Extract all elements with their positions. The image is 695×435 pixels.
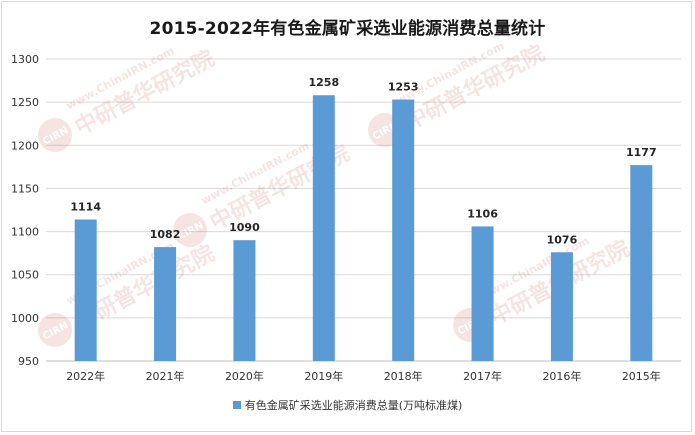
bar <box>471 226 494 361</box>
y-tick-label: 1150 <box>11 182 39 195</box>
legend: 有色金属矿采选业能源消费总量(万吨标准煤) <box>0 397 695 413</box>
x-tick-label: 2016年 <box>542 369 581 383</box>
y-tick-label: 1000 <box>11 312 39 325</box>
x-tick-label: 2022年 <box>66 369 105 383</box>
watermark-logo-circle <box>173 213 207 247</box>
data-label: 1082 <box>150 228 181 241</box>
bar <box>630 165 653 361</box>
data-label: 1258 <box>309 76 340 89</box>
x-tick-label: 2018年 <box>384 369 423 383</box>
y-tick-label: 1300 <box>11 53 39 66</box>
bar <box>154 247 177 361</box>
x-tick-label: 2019年 <box>304 369 343 383</box>
y-axis: 950 1000 1050 1100 1150 1200 1250 1300 <box>11 53 39 368</box>
y-tick-label: 1050 <box>11 269 39 282</box>
y-tick-label: 1250 <box>11 96 39 109</box>
data-label: 1177 <box>626 146 657 159</box>
bar <box>74 219 97 361</box>
watermark-logo-circle <box>38 313 72 347</box>
legend-swatch <box>232 401 241 409</box>
x-tick-label: 2017年 <box>463 369 502 383</box>
watermark-logo-circle <box>38 118 72 152</box>
y-tick-label: 1100 <box>11 226 39 239</box>
y-tick-label: 1200 <box>11 139 39 152</box>
x-tick-label: 2021年 <box>146 369 185 383</box>
x-tick-label: 2020年 <box>225 369 264 383</box>
legend-label: 有色金属矿采选业能源消费总量(万吨标准煤) <box>244 399 463 412</box>
gridlines <box>46 58 681 362</box>
x-axis: 2022年 2021年 2020年 2019年 2018年 2017年 2016年 2015年 <box>66 369 661 383</box>
data-labels: 1114 1082 1090 1258 1253 1106 1076 1177 <box>70 76 656 246</box>
bar <box>312 95 335 362</box>
data-label: 1090 <box>229 221 260 234</box>
bar <box>550 252 573 361</box>
data-label: 1253 <box>388 81 419 94</box>
y-tick-label: 950 <box>18 355 39 368</box>
data-label: 1076 <box>547 233 578 246</box>
bar <box>233 240 256 361</box>
x-tick-label: 2015年 <box>622 369 661 383</box>
bar <box>392 99 415 361</box>
data-label: 1114 <box>70 200 101 213</box>
chart-title: 2015-2022年有色金属矿采选业能源消费总量统计 <box>149 19 546 39</box>
bars <box>74 95 653 362</box>
data-label: 1106 <box>467 207 498 220</box>
